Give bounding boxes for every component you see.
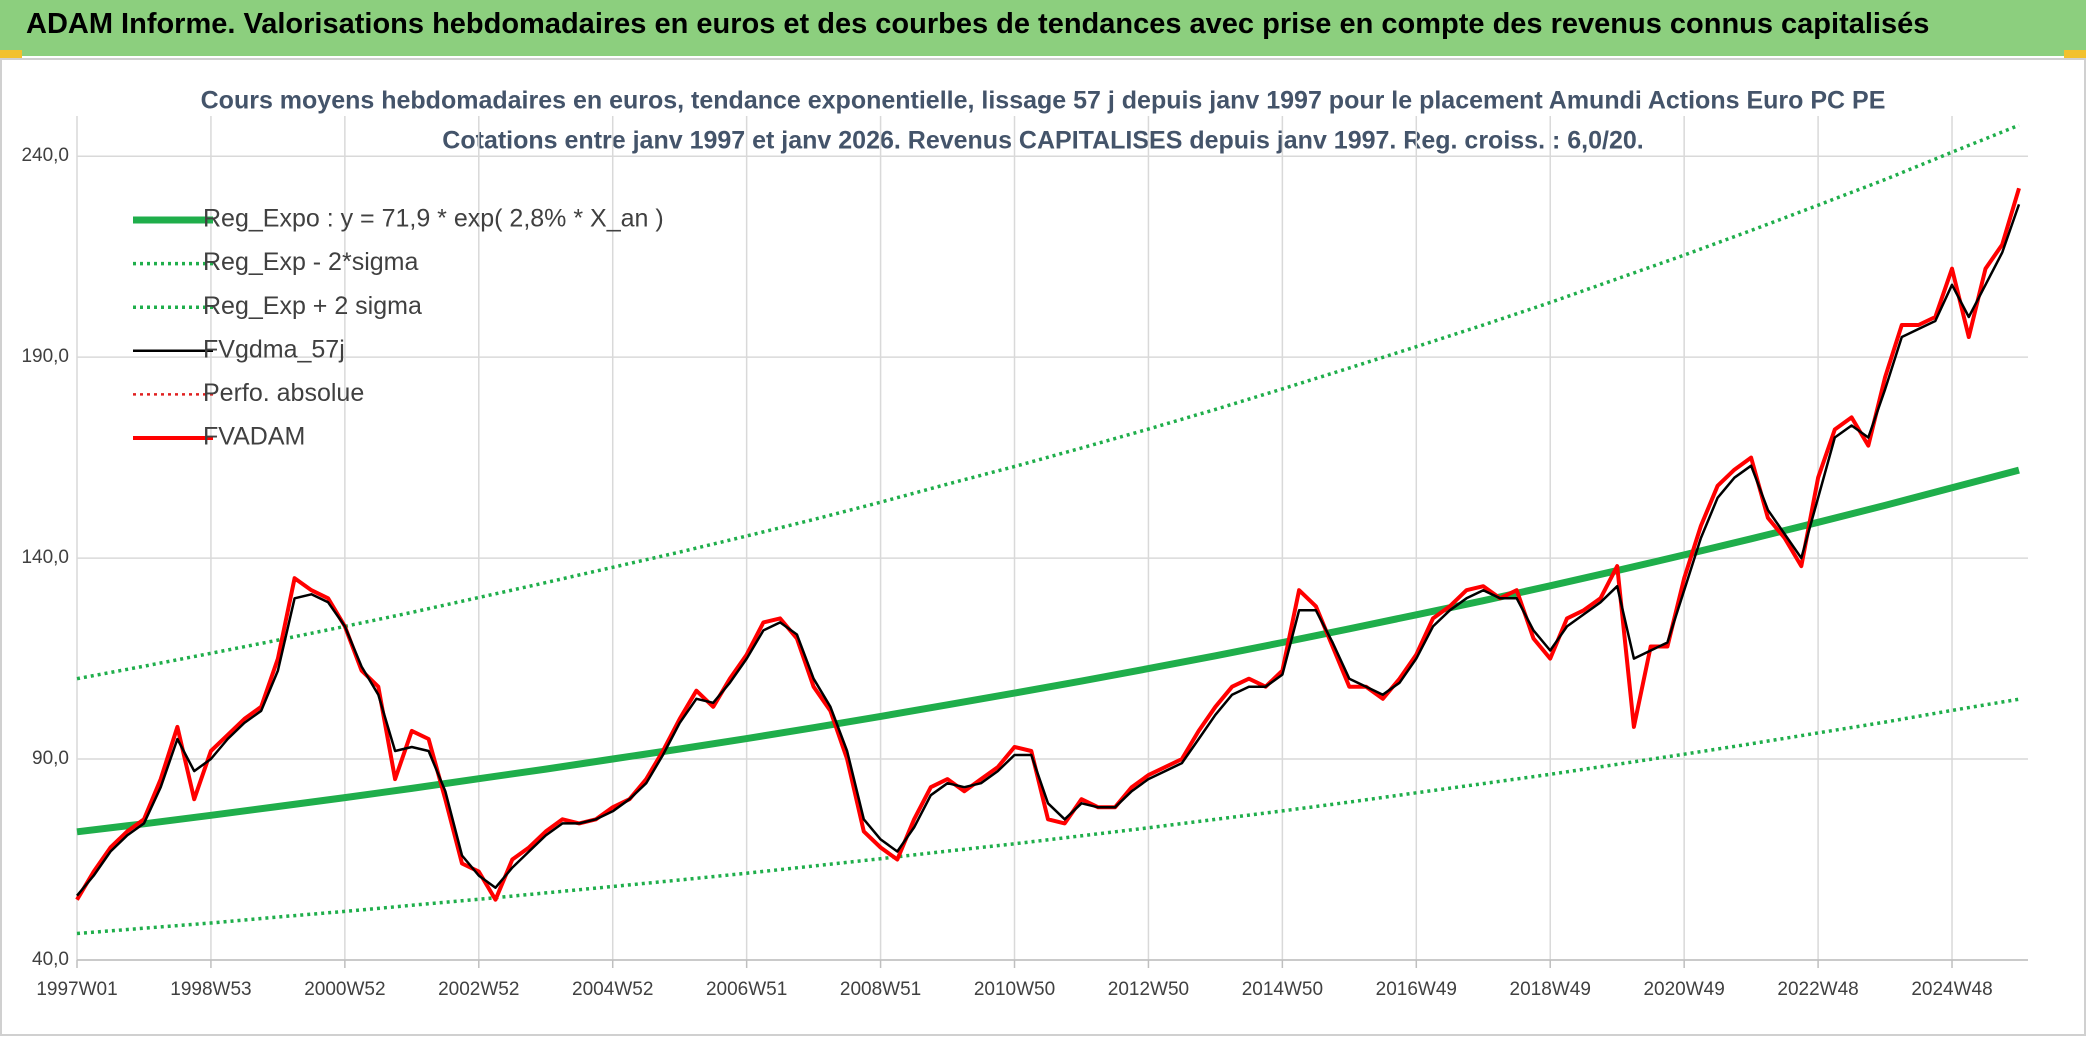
x-tick-label: 2014W50 — [1242, 979, 1323, 1000]
chart-subtitle: Cotations entre janv 1997 et janv 2026. … — [442, 127, 1643, 155]
y-tick-label: 140,0 — [21, 547, 69, 568]
legend-label: Reg_Exp + 2 sigma — [203, 292, 422, 320]
x-tick-label: 2022W48 — [1777, 979, 1858, 1000]
chart-title: Cours moyens hebdomadaires en euros, ten… — [201, 87, 1886, 115]
chart-frame — [0, 58, 2086, 1036]
x-tick-label: 1997W01 — [36, 979, 117, 1000]
legend-label: Reg_Exp - 2*sigma — [203, 248, 418, 276]
series-line — [76, 203, 2021, 897]
x-tick-label: 2016W49 — [1376, 979, 1457, 1000]
x-tick-label: 2002W52 — [438, 979, 519, 1000]
banner-title: ADAM Informe. Valorisations hebdomadaire… — [26, 8, 1930, 40]
banner: ADAM Informe. Valorisations hebdomadaire… — [0, 0, 2086, 56]
x-tick-label: 2000W52 — [304, 979, 385, 1000]
x-tick-label: 2018W49 — [1510, 979, 1591, 1000]
series-line — [76, 697, 2020, 936]
x-tick-label: 2012W50 — [1108, 979, 1189, 1000]
x-tick-label: 1998W53 — [170, 979, 251, 1000]
legend-label: Perfo. absolue — [203, 379, 364, 407]
series-line — [75, 187, 2021, 902]
legend-label: Reg_Expo : y = 71,9 * exp( 2,8% * X_an ) — [203, 205, 664, 233]
x-tick-label: 2008W51 — [840, 979, 921, 1000]
x-tick-label: 2020W49 — [1643, 979, 1724, 1000]
corner-accent — [0, 50, 22, 58]
y-tick-label: 40,0 — [32, 949, 69, 970]
x-tick-label: 2010W50 — [974, 979, 1055, 1000]
legend-label: FVADAM — [203, 423, 305, 451]
x-tick-label: 2024W48 — [1911, 979, 1992, 1000]
legend-label: FVgdma_57j — [203, 335, 345, 363]
series-line — [76, 123, 2020, 681]
y-tick-label: 240,0 — [21, 145, 69, 166]
x-tick-label: 2006W51 — [706, 979, 787, 1000]
chart: Cours moyens hebdomadaires en euros, ten… — [0, 58, 2086, 1036]
corner-accent — [2064, 50, 2086, 58]
y-tick-label: 90,0 — [32, 748, 69, 769]
x-tick-label: 2004W52 — [572, 979, 653, 1000]
y-tick-label: 190,0 — [21, 346, 69, 367]
